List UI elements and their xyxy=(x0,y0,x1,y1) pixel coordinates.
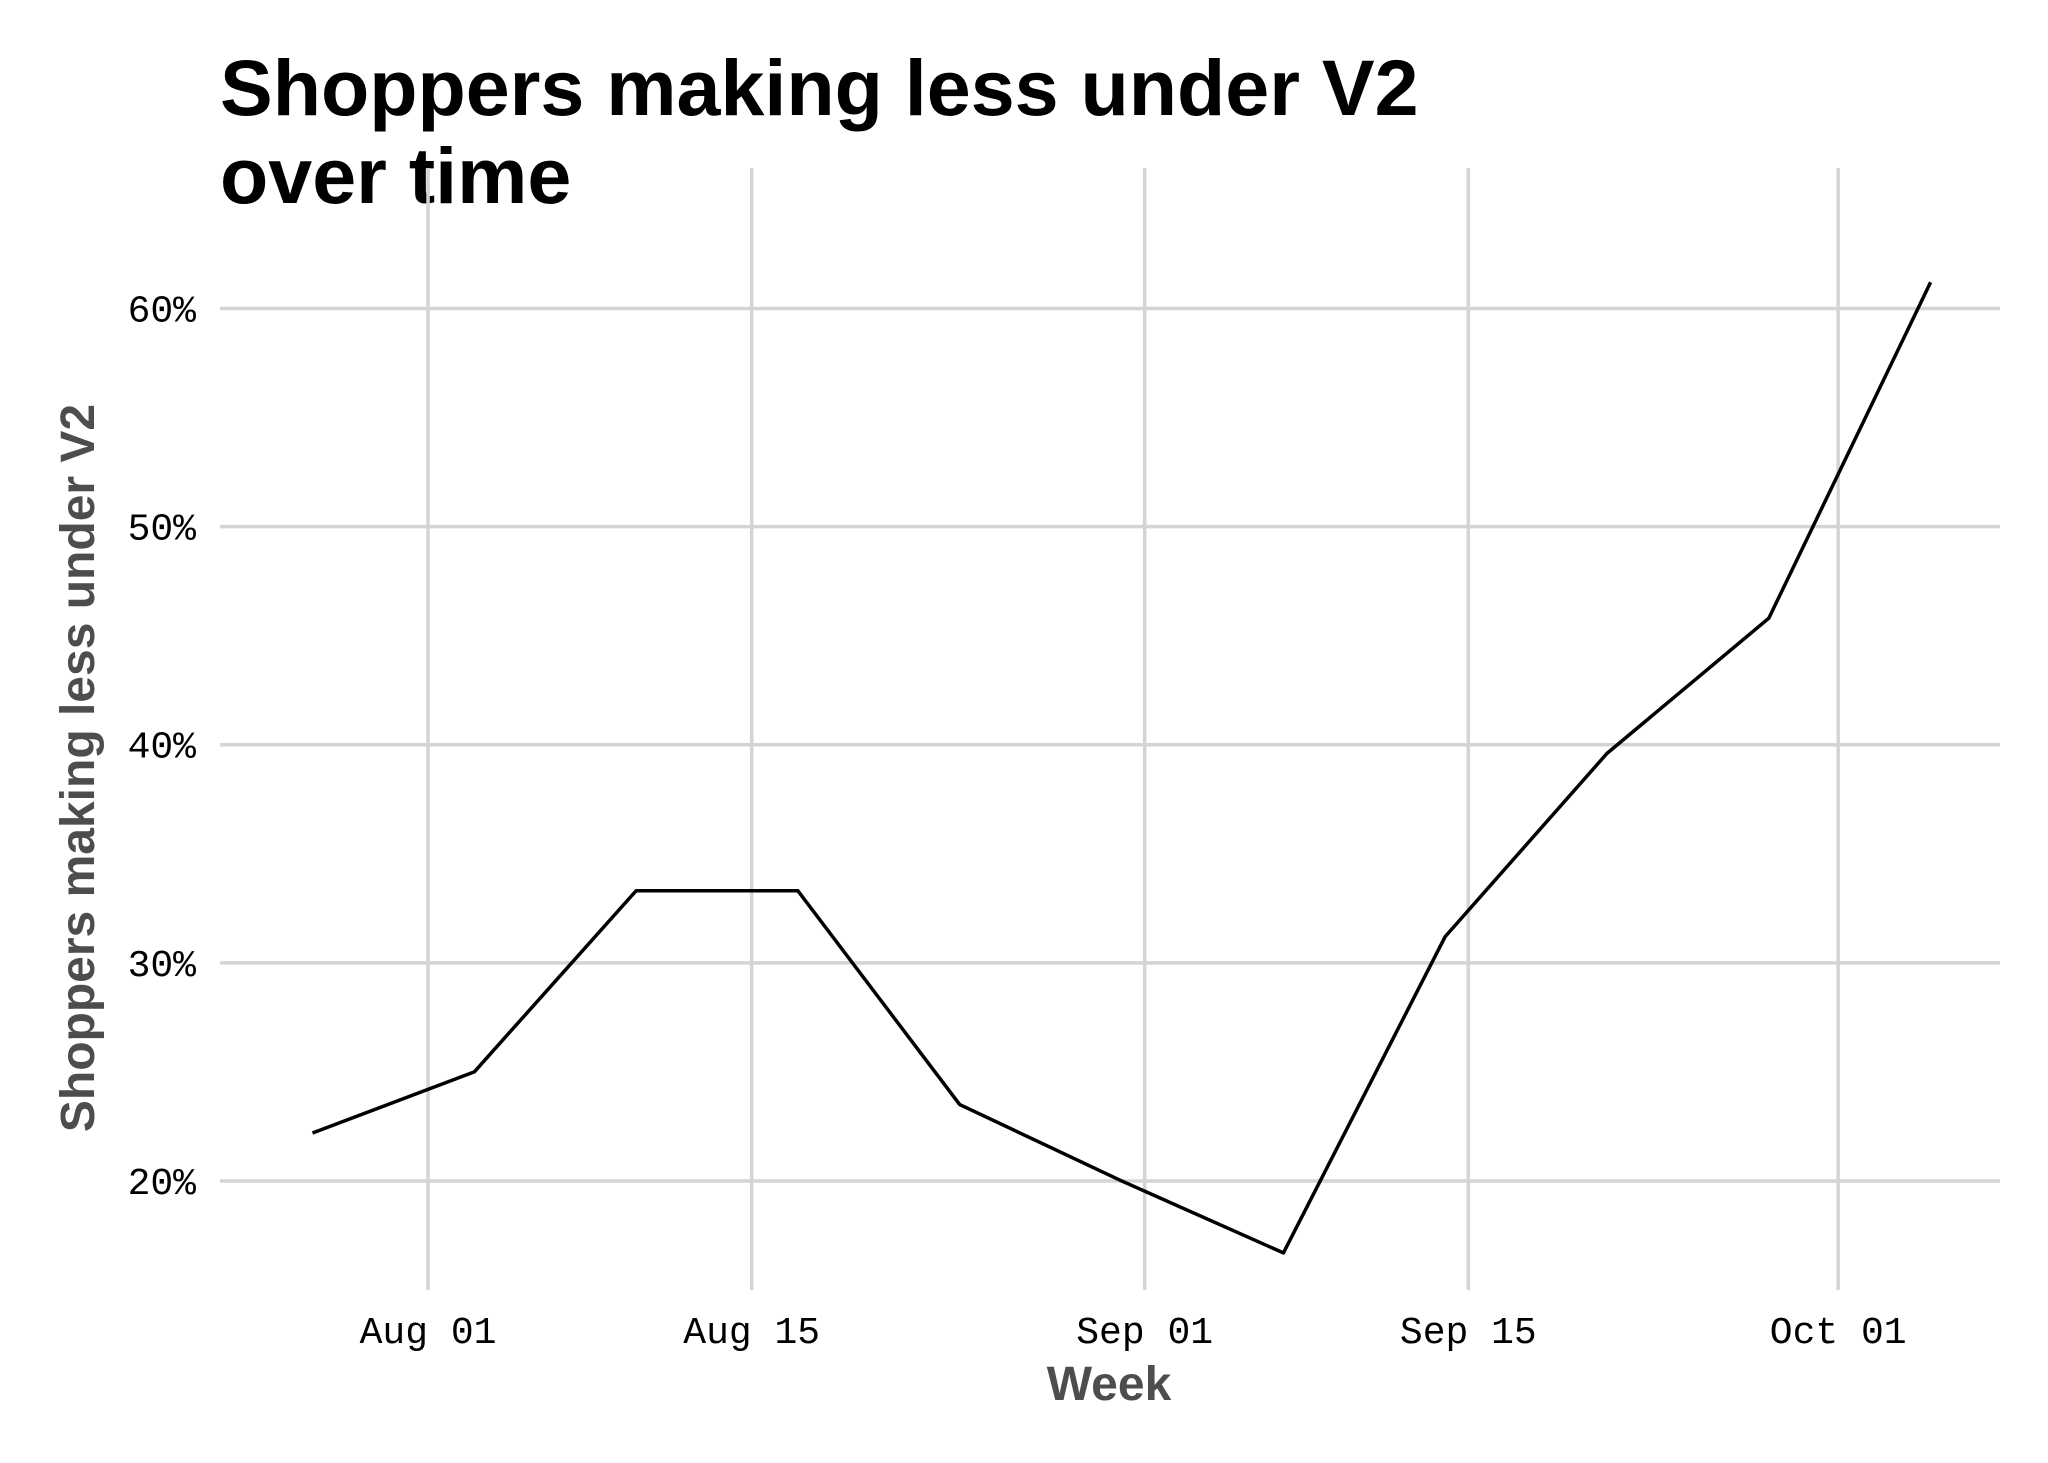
y-axis-title: Shoppers making less under V2 xyxy=(52,404,105,1132)
chart-title: Shoppers making less under V2 over time xyxy=(220,44,1720,220)
chart-title-line-2: over time xyxy=(220,131,572,220)
y-tick-label: 60% xyxy=(128,290,197,333)
grid xyxy=(220,168,2000,1290)
y-tick-label: 50% xyxy=(128,509,197,552)
y-tick-label: 20% xyxy=(128,1163,197,1206)
x-tick-label: Aug 15 xyxy=(683,1312,820,1355)
chart-title-line-1: Shoppers making less under V2 xyxy=(220,43,1419,132)
x-axis-title: Week xyxy=(1047,1358,1172,1411)
x-tick-label: Aug 01 xyxy=(360,1312,497,1355)
tick-labels: 20% 30% 40% 50% 60% Aug 01 Aug 15 Sep 01 Sep 15 O… xyxy=(128,290,1907,1355)
y-tick-label: 40% xyxy=(128,727,197,770)
series-layer xyxy=(311,281,1933,1255)
x-tick-label: Sep 15 xyxy=(1400,1312,1537,1355)
series-line xyxy=(311,281,1933,1255)
x-tick-label: Oct 01 xyxy=(1770,1312,1907,1355)
y-tick-label: 30% xyxy=(128,945,197,988)
x-tick-label: Sep 01 xyxy=(1076,1312,1213,1355)
